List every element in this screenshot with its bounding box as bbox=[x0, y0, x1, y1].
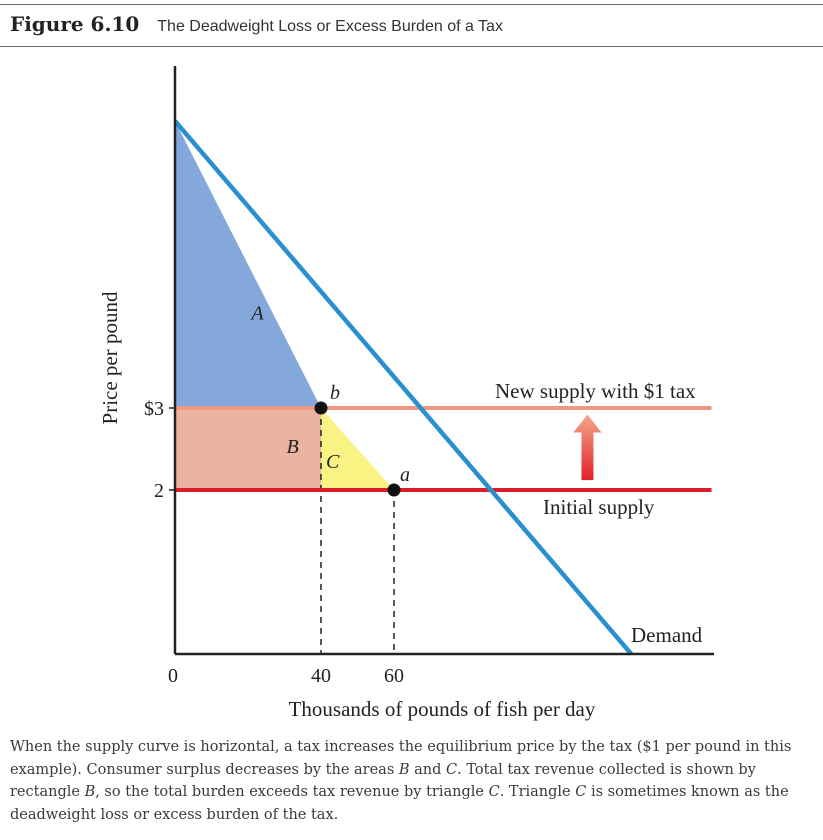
area-label-c: C bbox=[326, 451, 340, 473]
caption-text: . Triangle bbox=[499, 784, 576, 800]
deadweight-loss-chart: 2 $3 0 40 60 Thousands of pounds of fish per … bbox=[98, 66, 714, 721]
figure-caption: When the supply curve is horizontal, a t… bbox=[10, 736, 810, 826]
area-a bbox=[175, 121, 321, 408]
point-label-a: a bbox=[400, 464, 410, 486]
caption-text: is sometimes known as the deadweight los… bbox=[10, 784, 789, 823]
caption-text: . Total tax revenue collected is shown b… bbox=[10, 761, 756, 801]
series-label-tax-supply: New supply with $1 tax bbox=[495, 379, 696, 403]
top-rule bbox=[0, 4, 823, 5]
area-label-b: B bbox=[286, 436, 298, 458]
y-tick-label: 2 bbox=[154, 480, 164, 502]
axes: 2 $3 0 40 60 Thousands of pounds of fish per … bbox=[98, 66, 714, 721]
caption-text: , so the total burden exceeds tax revenu… bbox=[95, 784, 489, 800]
caption-area-ref: C bbox=[446, 761, 458, 778]
caption-area-ref: B bbox=[84, 784, 96, 800]
x-tick-label: 60 bbox=[384, 665, 404, 687]
figure-title: The Deadweight Loss or Excess Burden of … bbox=[157, 18, 503, 35]
series-label-initial-supply: Initial supply bbox=[543, 495, 655, 519]
caption-area-ref: B bbox=[398, 761, 410, 778]
surplus-areas bbox=[175, 121, 394, 490]
area-c bbox=[321, 408, 394, 490]
area-b bbox=[175, 408, 321, 490]
y-tick-label: $3 bbox=[144, 398, 164, 420]
demand-line bbox=[173, 119, 633, 656]
figure-header: Figure 6.10 The Deadweight Loss or Exces… bbox=[10, 12, 503, 36]
y-axis-title: Price per pound bbox=[98, 291, 122, 424]
x-tick-label: 40 bbox=[311, 665, 331, 687]
labels: A B Cb a New supply with $1 tax Initial suppl… bbox=[249, 302, 702, 647]
x-axis-title: Thousands of pounds of fish per day bbox=[289, 697, 596, 721]
x-tick-label: 0 bbox=[168, 665, 178, 687]
point-b bbox=[314, 401, 328, 415]
figure-number: Figure 6.10 bbox=[10, 12, 140, 36]
point-a bbox=[387, 483, 401, 497]
series-label-demand: Demand bbox=[631, 623, 703, 647]
area-label-a: A bbox=[249, 302, 264, 324]
point-label-b: b bbox=[330, 382, 340, 404]
caption-text: When the supply curve is horizontal, a t… bbox=[10, 739, 792, 778]
caption-text: and bbox=[409, 761, 447, 778]
caption-area-ref: C bbox=[488, 784, 500, 800]
caption-area-ref: C bbox=[575, 784, 587, 800]
curves bbox=[173, 119, 712, 656]
supply-shift-arrow bbox=[573, 414, 602, 481]
header-rule bbox=[0, 46, 823, 47]
